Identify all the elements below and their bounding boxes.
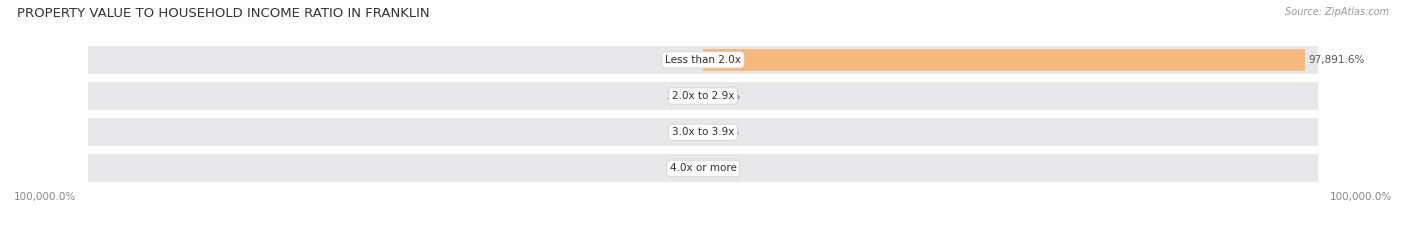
Bar [703, 49, 1305, 71]
Text: 2.0x to 2.9x: 2.0x to 2.9x [672, 91, 734, 101]
Text: 10.8%: 10.8% [666, 163, 699, 173]
Bar [87, 154, 1319, 182]
Text: 4.8%: 4.8% [707, 163, 733, 173]
Text: PROPERTY VALUE TO HOUSEHOLD INCOME RATIO IN FRANKLIN: PROPERTY VALUE TO HOUSEHOLD INCOME RATIO… [17, 7, 429, 20]
Text: 56.6%: 56.6% [666, 55, 699, 65]
Text: Source: ZipAtlas.com: Source: ZipAtlas.com [1285, 7, 1389, 17]
Text: Less than 2.0x: Less than 2.0x [665, 55, 741, 65]
Text: 100,000.0%: 100,000.0% [1330, 192, 1392, 202]
Text: 100,000.0%: 100,000.0% [14, 192, 76, 202]
Text: 75.9%: 75.9% [707, 91, 741, 101]
Text: 4.0x or more: 4.0x or more [669, 163, 737, 173]
Bar [87, 118, 1319, 146]
Text: 6.0%: 6.0% [673, 127, 699, 137]
Text: 19.3%: 19.3% [707, 127, 740, 137]
Text: 26.5%: 26.5% [666, 91, 699, 101]
Text: 97,891.6%: 97,891.6% [1309, 55, 1365, 65]
Bar [87, 82, 1319, 110]
Text: 3.0x to 3.9x: 3.0x to 3.9x [672, 127, 734, 137]
Bar [87, 46, 1319, 74]
